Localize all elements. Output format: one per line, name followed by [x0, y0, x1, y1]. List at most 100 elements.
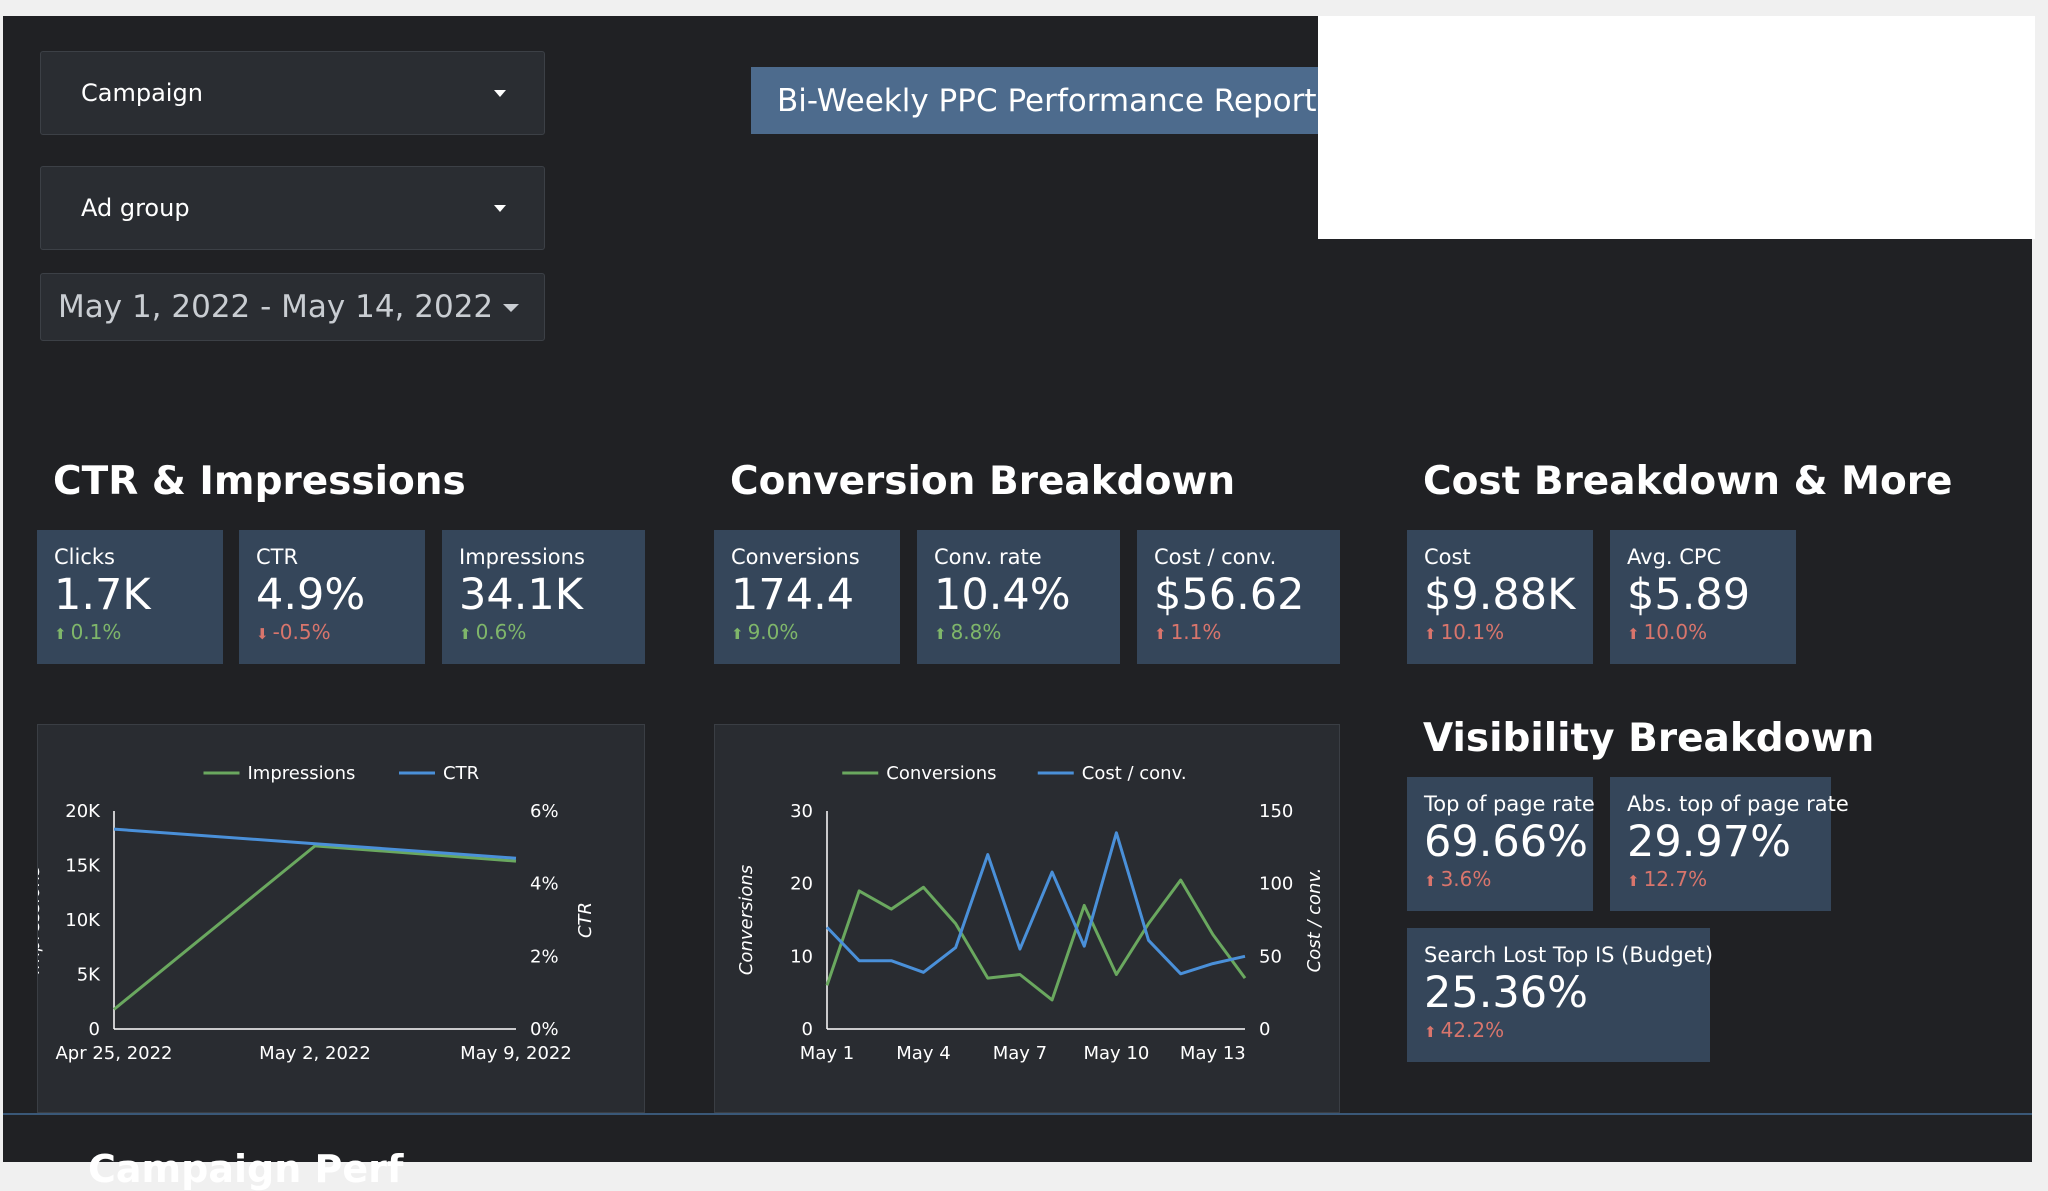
ad-group-filter-label: Ad group	[81, 194, 190, 222]
arrow-up-icon: ⬆	[1154, 625, 1167, 643]
x-tick-label: May 1	[800, 1043, 854, 1064]
kpi-value: 1.7K	[54, 570, 151, 620]
impressions-ctr-chart: 0 5K 10K 15K 20K 0% 2% 4% 6% Apr 25, 2022 May 2, 2…	[37, 724, 645, 1113]
kpi-card-impressions: Impressions 34.1K ⬆ 0.6%	[442, 530, 645, 664]
impressions-ctr-chart-svg: 0 5K 10K 15K 20K 0% 2% 4% 6% Apr 25, 2022 May 2, 2…	[38, 763, 596, 1064]
kpi-delta: ⬆ 42.2%	[1424, 1018, 1710, 1044]
y-right-axis-title: Cost / conv.	[1304, 868, 1325, 973]
kpi-delta-value: 1.1%	[1170, 620, 1222, 644]
arrow-up-icon: ⬆	[1424, 872, 1437, 890]
report-canvas: Campaign Ad group May 1, 2022 - May 14, …	[3, 16, 2035, 1191]
kpi-card-top-page-rate: Top of page rate 69.66% ⬆ 3.6%	[1407, 777, 1595, 911]
kpi-label: Clicks	[54, 545, 115, 569]
y-right-tick-label: 150	[1259, 801, 1293, 822]
kpi-label: Cost / conv.	[1154, 545, 1277, 569]
kpi-value: $9.88K	[1424, 570, 1576, 620]
y-right-tick-label: 0	[1259, 1019, 1270, 1040]
y-tick-label: 15K	[65, 856, 101, 877]
kpi-value: $56.62	[1154, 570, 1305, 620]
legend-label: Impressions	[248, 763, 356, 784]
section-title-cost: Cost Breakdown & More	[1423, 459, 1953, 504]
kpi-label: CTR	[256, 545, 299, 569]
section-title-campaign-performance: Campaign Perf	[88, 1147, 404, 1191]
y-tick-label: 10K	[65, 910, 101, 931]
campaign-filter[interactable]: Campaign	[40, 51, 545, 135]
kpi-delta: ⬆ 0.1%	[54, 620, 223, 646]
kpi-card-cost-per-conv: Cost / conv. $56.62 ⬆ 1.1%	[1137, 530, 1340, 664]
kpi-delta-value: 0.1%	[70, 620, 122, 644]
x-tick-label: May 13	[1180, 1043, 1246, 1064]
kpi-delta: ⬇ -0.5%	[256, 620, 425, 646]
kpi-label: Search Lost Top IS (Budget)	[1424, 943, 1714, 967]
legend-label: CTR	[443, 763, 479, 784]
kpi-delta-value: 8.8%	[950, 620, 1002, 644]
arrow-up-icon: ⬆	[1424, 625, 1437, 643]
y-tick-label: 20	[790, 874, 813, 895]
y-tick-label: 5K	[77, 965, 101, 986]
kpi-delta: ⬆ 10.0%	[1627, 620, 1796, 646]
x-tick-label: May 2, 2022	[259, 1043, 371, 1064]
kpi-card-abs-top-page-rate: Abs. top of page rate 29.97% ⬆ 12.7%	[1610, 777, 1849, 911]
series-line-conversions	[825, 878, 1247, 1002]
y-right-tick-label: 0%	[530, 1019, 559, 1040]
kpi-card-conv-rate: Conv. rate 10.4% ⬆ 8.8%	[917, 530, 1120, 664]
kpi-delta-value: 10.1%	[1440, 620, 1505, 644]
y-tick-label: 0	[89, 1019, 100, 1040]
arrow-up-icon: ⬆	[1424, 1023, 1437, 1041]
y-right-tick-label: 2%	[530, 946, 559, 967]
series-line-ctr	[113, 827, 517, 860]
y-tick-label: 20K	[65, 801, 101, 822]
kpi-value: $5.89	[1627, 570, 1751, 620]
arrow-up-icon: ⬆	[459, 625, 472, 643]
legend-label: Cost / conv.	[1082, 763, 1187, 784]
kpi-value: 4.9%	[256, 570, 366, 620]
arrow-up-icon: ⬆	[934, 625, 947, 643]
caret-down-icon[interactable]	[503, 304, 519, 312]
caret-down-icon[interactable]	[494, 205, 506, 212]
arrow-up-icon: ⬆	[731, 625, 744, 643]
kpi-delta-value: 12.7%	[1643, 867, 1708, 891]
kpi-value: 25.36%	[1424, 968, 1588, 1018]
arrow-up-icon: ⬆	[1627, 625, 1640, 643]
y-right-tick-label: 4%	[530, 874, 559, 895]
arrow-up-icon: ⬆	[54, 625, 67, 643]
kpi-delta-value: 9.0%	[747, 620, 799, 644]
kpi-value: 174.4	[731, 570, 855, 620]
kpi-delta-value: 42.2%	[1440, 1018, 1505, 1042]
kpi-delta: ⬆ 10.1%	[1424, 620, 1593, 646]
ad-group-filter[interactable]: Ad group	[40, 166, 545, 250]
y-right-tick-label: 6%	[530, 801, 559, 822]
kpi-label: Conv. rate	[934, 545, 1042, 569]
kpi-delta-value: 3.6%	[1440, 867, 1492, 891]
y-axis-title: Impressions	[38, 866, 44, 974]
report-title: Bi-Weekly PPC Performance Report	[751, 67, 1318, 134]
y-axis-title: Conversions	[736, 865, 757, 975]
kpi-card-cost: Cost $9.88K ⬆ 10.1%	[1407, 530, 1593, 664]
series-line-cost-conv-	[825, 831, 1246, 976]
kpi-delta: ⬆ 0.6%	[459, 620, 645, 646]
series-line-impressions	[113, 844, 517, 1011]
date-range-picker[interactable]: May 1, 2022 - May 14, 2022	[40, 273, 545, 341]
caret-down-icon[interactable]	[494, 90, 506, 97]
y-tick-label: 10	[790, 946, 813, 967]
conversions-cost-chart-svg: 0 10 20 30 0 50 100 150 May 1 May 4 May 7 May 10 May…	[736, 763, 1325, 1064]
kpi-delta-value: 0.6%	[475, 620, 527, 644]
x-tick-label: May 10	[1083, 1043, 1149, 1064]
legend-label: Conversions	[886, 763, 996, 784]
section-title-conversion: Conversion Breakdown	[730, 459, 1236, 504]
kpi-card-clicks: Clicks 1.7K ⬆ 0.1%	[37, 530, 223, 664]
kpi-delta: ⬆ 1.1%	[1154, 620, 1340, 646]
kpi-card-avg-cpc: Avg. CPC $5.89 ⬆ 10.0%	[1610, 530, 1796, 664]
kpi-value: 10.4%	[934, 570, 1071, 620]
y-right-tick-label: 50	[1259, 946, 1282, 967]
kpi-delta-value: 10.0%	[1643, 620, 1708, 644]
campaign-filter-label: Campaign	[81, 79, 203, 107]
date-range-value: May 1, 2022 - May 14, 2022	[58, 289, 494, 325]
kpi-label: Top of page rate	[1424, 792, 1595, 816]
kpi-label: Conversions	[731, 545, 860, 569]
y-tick-label: 0	[802, 1019, 813, 1040]
kpi-delta: ⬆ 3.6%	[1424, 867, 1593, 893]
section-title-visibility: Visibility Breakdown	[1423, 716, 1875, 761]
kpi-card-search-lost-top-is: Search Lost Top IS (Budget) 25.36% ⬆ 42.2…	[1407, 928, 1714, 1062]
section-title-ctr: CTR & Impressions	[53, 459, 466, 504]
